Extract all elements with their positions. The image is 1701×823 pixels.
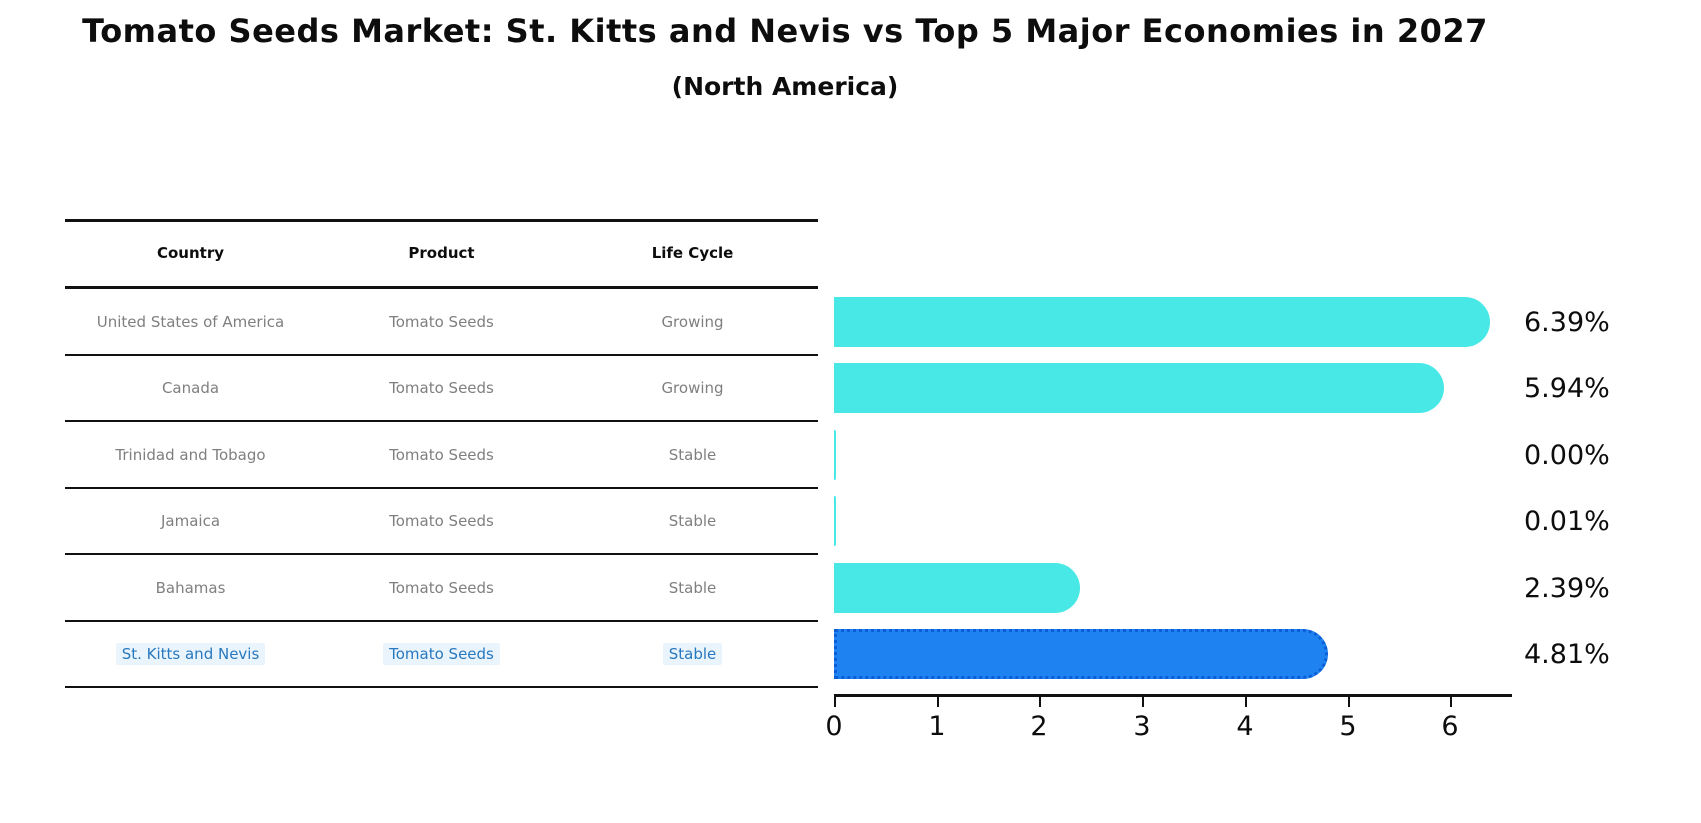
- bar-trinidad-and-tobago: [834, 430, 836, 480]
- x-axis-tick: [834, 694, 836, 707]
- chart-title: Tomato Seeds Market: St. Kitts and Nevis…: [82, 12, 1488, 50]
- bar-bahamas: [834, 563, 1080, 613]
- column-header-life-cycle: Life Cycle: [651, 244, 734, 262]
- x-axis-tick-label: 4: [1236, 711, 1254, 742]
- bar-value-label: 5.94%: [1524, 372, 1610, 404]
- bar-jamaica: [834, 496, 836, 546]
- table-row-rule: [65, 487, 818, 489]
- bar-value-label: 6.39%: [1524, 306, 1610, 338]
- x-axis-tick: [1142, 694, 1144, 707]
- life-cycle-cell: Stable: [567, 643, 818, 665]
- country-cell: Trinidad and Tobago: [115, 446, 266, 464]
- table-row: Canada Tomato Seeds Growing: [65, 355, 818, 421]
- life-cycle-cell: Growing: [661, 379, 724, 397]
- product-cell: Tomato Seeds: [316, 643, 567, 665]
- table-top-rule: [65, 219, 818, 222]
- table-row-rule: [65, 620, 818, 622]
- country-cell: United States of America: [96, 313, 285, 331]
- x-axis-tick: [1039, 694, 1041, 707]
- x-axis-line: [834, 694, 1512, 697]
- x-axis-tick: [1348, 694, 1350, 707]
- table-row-rule: [65, 420, 818, 422]
- bar-value-label: 0.00%: [1524, 439, 1610, 471]
- country-cell: Bahamas: [155, 579, 226, 597]
- table-bottom-rule: [65, 686, 818, 688]
- country-cell: Canada: [161, 379, 220, 397]
- x-axis-tick-label: 1: [928, 711, 946, 742]
- column-header-product: Product: [408, 244, 475, 262]
- x-axis-tick-label: 2: [1030, 711, 1048, 742]
- x-axis-tick: [937, 694, 939, 707]
- table-row-rule: [65, 354, 818, 356]
- life-cycle-cell: Stable: [668, 579, 717, 597]
- x-axis-tick-label: 6: [1441, 711, 1459, 742]
- x-axis-tick: [1450, 694, 1452, 707]
- product-cell: Tomato Seeds: [389, 313, 494, 331]
- bar-value-label: 0.01%: [1524, 505, 1610, 537]
- table-row: Jamaica Tomato Seeds Stable: [65, 488, 818, 554]
- country-cell: Jamaica: [160, 512, 221, 530]
- life-cycle-cell: Growing: [661, 313, 724, 331]
- table-header-row: Country Product Life Cycle: [65, 220, 818, 286]
- bar-value-label: 2.39%: [1524, 572, 1610, 604]
- x-axis-tick: [1245, 694, 1247, 707]
- life-cycle-cell: Stable: [668, 512, 717, 530]
- product-cell: Tomato Seeds: [389, 579, 494, 597]
- chart-subtitle: (North America): [671, 72, 899, 101]
- table-row-rule: [65, 553, 818, 555]
- x-axis-tick-label: 0: [825, 711, 843, 742]
- product-cell: Tomato Seeds: [389, 379, 494, 397]
- table-row-highlighted: St. Kitts and Nevis Tomato Seeds Stable: [65, 621, 818, 687]
- x-axis-tick-label: 5: [1339, 711, 1357, 742]
- bar-united-states: [834, 297, 1490, 347]
- table-row: Trinidad and Tobago Tomato Seeds Stable: [65, 422, 818, 488]
- table-header-rule: [65, 286, 818, 289]
- bar-st-kitts-and-nevis: [834, 629, 1328, 679]
- product-cell: Tomato Seeds: [389, 446, 494, 464]
- x-axis-tick-label: 3: [1133, 711, 1151, 742]
- table-row: Bahamas Tomato Seeds Stable: [65, 555, 818, 621]
- bar-value-label: 4.81%: [1524, 638, 1610, 670]
- bar-canada: [834, 363, 1444, 413]
- life-cycle-cell: Stable: [668, 446, 717, 464]
- table-row: United States of America Tomato Seeds Gr…: [65, 289, 818, 355]
- country-cell: St. Kitts and Nevis: [65, 643, 316, 665]
- product-cell: Tomato Seeds: [389, 512, 494, 530]
- column-header-country: Country: [156, 244, 225, 262]
